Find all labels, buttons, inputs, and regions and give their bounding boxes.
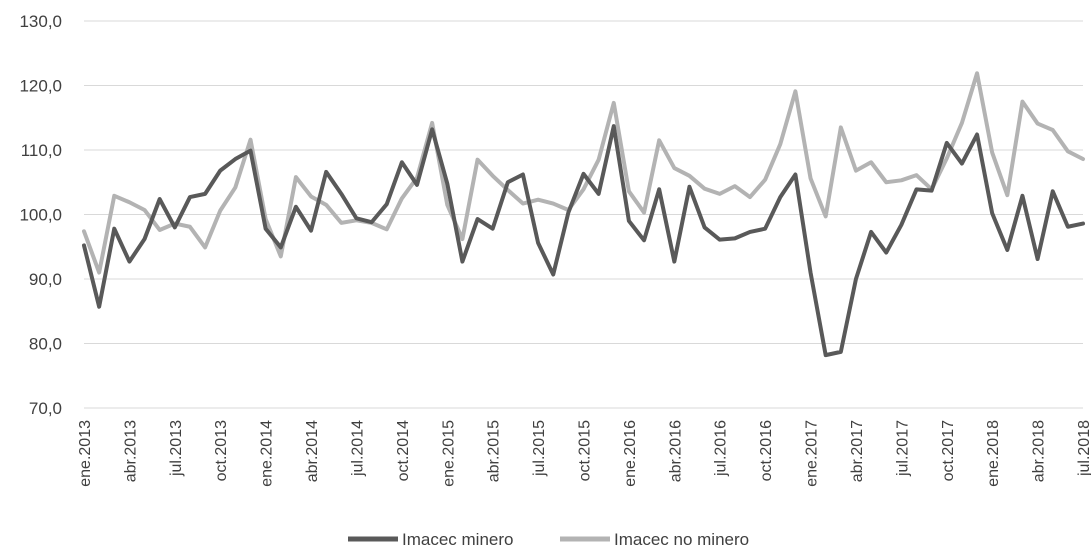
x-tick-label: ene.2016: [622, 420, 639, 487]
y-tick-label: 90,0: [29, 270, 62, 289]
y-tick-label: 120,0: [19, 77, 62, 96]
x-tick-label: abr.2016: [667, 420, 684, 482]
x-tick-label: oct.2014: [395, 420, 412, 481]
legend-label-imacec-no-minero: Imacec no minero: [614, 530, 749, 549]
x-tick-label: jul.2014: [349, 420, 366, 477]
x-tick-label: abr.2015: [486, 420, 503, 482]
x-axis-tick-labels: ene.2013 abr.2013 jul.2013 oct.2013 ene.2014…: [77, 420, 1091, 487]
y-tick-label: 100,0: [19, 206, 62, 225]
x-tick-label: jul.2013: [168, 420, 185, 477]
x-tick-label: abr.2018: [1031, 420, 1048, 482]
x-tick-label: jul.2015: [531, 420, 548, 477]
series-line-imacec-minero: [82, 124, 1085, 358]
legend-label-imacec-minero: Imacec minero: [402, 530, 513, 549]
x-tick-label: oct.2013: [213, 420, 230, 481]
y-tick-label: 80,0: [29, 335, 62, 354]
y-tick-label: 130,0: [19, 12, 62, 31]
x-tick-label: jul.2018: [1076, 420, 1091, 477]
x-tick-label: ene.2018: [985, 420, 1002, 487]
x-tick-label: abr.2014: [304, 420, 321, 482]
y-tick-label: 70,0: [29, 399, 62, 418]
x-tick-label: jul.2016: [713, 420, 730, 477]
series-lines: [82, 71, 1085, 358]
x-tick-label: oct.2015: [577, 420, 594, 481]
x-tick-label: ene.2013: [77, 420, 94, 487]
x-tick-label: ene.2017: [804, 420, 821, 487]
x-tick-label: abr.2017: [849, 420, 866, 482]
x-tick-label: oct.2017: [940, 420, 957, 481]
legend: Imacec minero Imacec no minero: [348, 530, 749, 549]
y-tick-label: 110,0: [21, 141, 62, 160]
y-axis-tick-labels: 70,0 80,0 90,0 100,0 110,0 120,0 130,0: [19, 12, 62, 418]
x-tick-label: jul.2017: [894, 420, 911, 477]
x-tick-label: oct.2016: [758, 420, 775, 481]
x-tick-label: ene.2015: [440, 420, 457, 487]
series-line-imacec-no-minero: [82, 71, 1085, 275]
x-tick-label: abr.2013: [122, 420, 139, 482]
x-tick-label: ene.2014: [259, 420, 276, 487]
gridlines: [84, 20, 1083, 409]
